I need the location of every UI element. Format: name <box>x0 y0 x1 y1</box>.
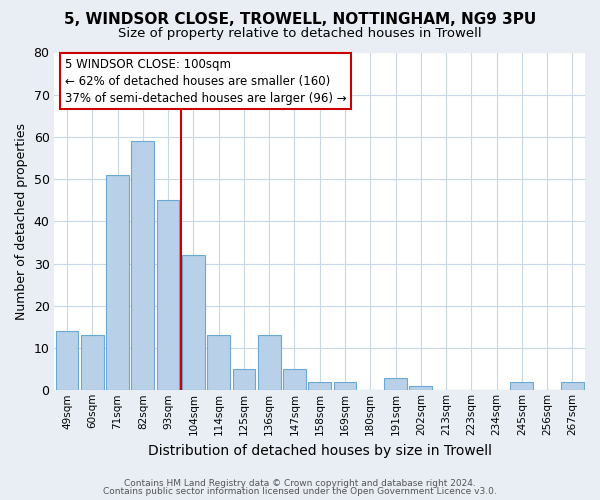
Text: 5, WINDSOR CLOSE, TROWELL, NOTTINGHAM, NG9 3PU: 5, WINDSOR CLOSE, TROWELL, NOTTINGHAM, N… <box>64 12 536 28</box>
Bar <box>384 378 407 390</box>
Bar <box>157 200 179 390</box>
Bar <box>233 369 255 390</box>
Bar <box>182 255 205 390</box>
Bar <box>409 386 432 390</box>
Text: Contains public sector information licensed under the Open Government Licence v3: Contains public sector information licen… <box>103 487 497 496</box>
X-axis label: Distribution of detached houses by size in Trowell: Distribution of detached houses by size … <box>148 444 492 458</box>
Bar <box>511 382 533 390</box>
Text: Size of property relative to detached houses in Trowell: Size of property relative to detached ho… <box>118 28 482 40</box>
Text: Contains HM Land Registry data © Crown copyright and database right 2024.: Contains HM Land Registry data © Crown c… <box>124 478 476 488</box>
Bar <box>131 141 154 390</box>
Bar <box>334 382 356 390</box>
Bar <box>106 175 129 390</box>
Bar <box>207 336 230 390</box>
Text: 5 WINDSOR CLOSE: 100sqm
← 62% of detached houses are smaller (160)
37% of semi-d: 5 WINDSOR CLOSE: 100sqm ← 62% of detache… <box>65 58 347 104</box>
Bar <box>283 369 306 390</box>
Bar <box>81 336 104 390</box>
Bar <box>561 382 584 390</box>
Bar <box>56 331 79 390</box>
Y-axis label: Number of detached properties: Number of detached properties <box>15 123 28 320</box>
Bar <box>308 382 331 390</box>
Bar <box>258 336 281 390</box>
